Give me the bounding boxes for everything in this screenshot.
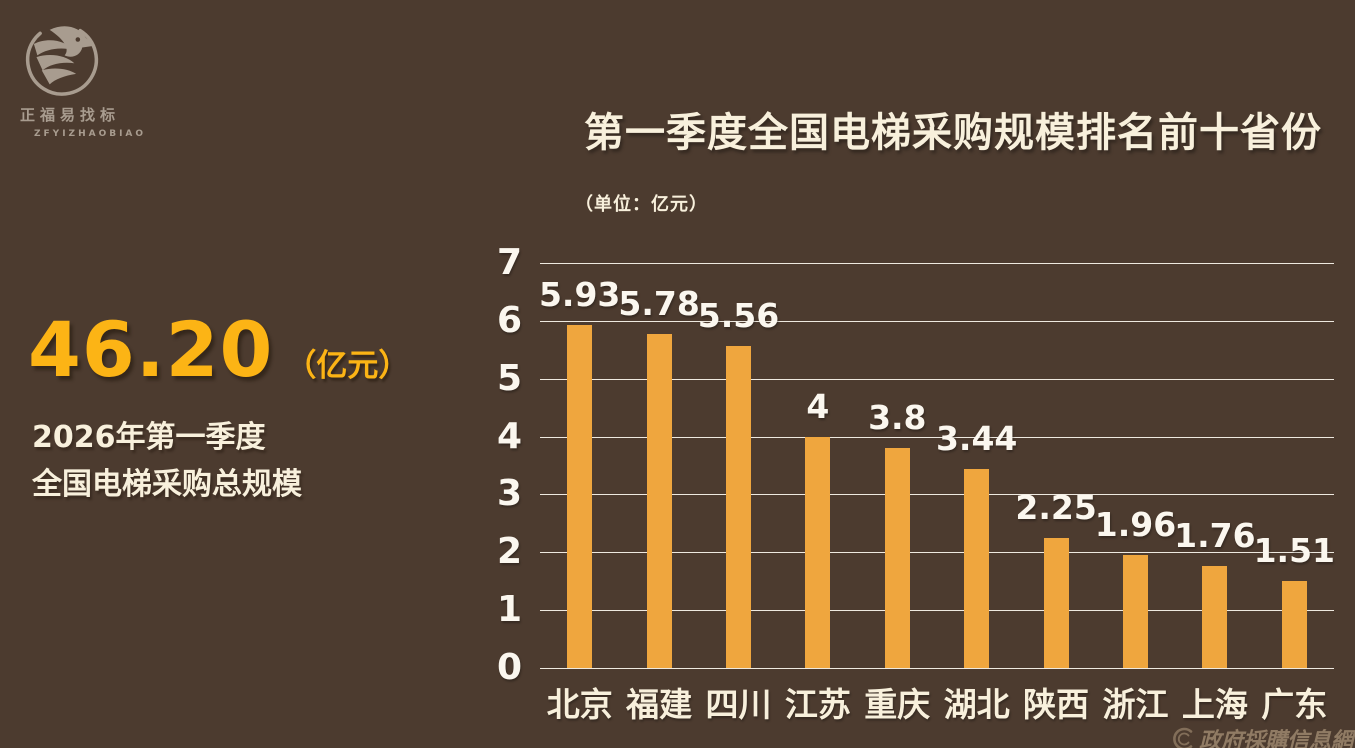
watermark: 政府採購信息網 [1172, 723, 1353, 748]
gridline [540, 378, 1334, 380]
x-axis-label: 浙江 [1102, 685, 1169, 724]
bar-value-label: 2.25 [1015, 487, 1097, 527]
page-title: 第一季度全国电梯采购规模排名前十省份 [584, 110, 1322, 156]
bar-北京 [567, 324, 593, 668]
x-axis-label: 北京 [546, 685, 613, 724]
total-value-unit: （亿元） [285, 348, 410, 384]
bar-value-label: 5.93 [538, 274, 621, 314]
bar-江苏 [805, 436, 831, 668]
bar-value-label: 4 [806, 386, 830, 426]
gridline [540, 610, 1334, 612]
phoenix-logo-icon [25, 23, 99, 96]
bar-value-label: 5.78 [618, 283, 700, 323]
x-axis-label: 四川 [705, 685, 772, 724]
bar-value-label: 1.96 [1094, 504, 1177, 544]
bar-value-label: 1.76 [1174, 516, 1256, 556]
summary-caption-line2: 全国电梯采购总规模 [32, 467, 302, 502]
x-axis-label: 陕西 [1023, 685, 1090, 724]
gridline [540, 552, 1334, 554]
y-axis-tick-label: 4 [496, 415, 522, 457]
bar-福建 [646, 333, 672, 668]
bar-湖北 [964, 468, 990, 668]
bar-value-label: 5.56 [697, 296, 780, 336]
x-axis-label: 上海 [1181, 685, 1248, 724]
x-axis-label: 重庆 [864, 685, 931, 724]
x-axis-label: 福建 [626, 685, 693, 724]
y-axis-tick-label: 1 [496, 589, 522, 631]
bar-value-label: 1.51 [1253, 530, 1335, 570]
gridline [540, 320, 1334, 322]
summary-caption: 2026年第一季度 全国电梯采购总规模 [32, 414, 409, 508]
bar-四川 [726, 346, 751, 668]
watermark-text: 政府採購信息網 [1198, 728, 1353, 748]
brand-logo: 正福易找标 ZFYIZHAOBIAO [14, 14, 144, 139]
x-axis-label: 江苏 [784, 685, 851, 724]
gridline [540, 436, 1334, 438]
y-axis-tick-label: 7 [496, 242, 522, 283]
x-axis-label: 广东 [1261, 685, 1328, 724]
chart-unit-note: （单位：亿元） [575, 194, 708, 215]
bar-陕西 [1043, 537, 1069, 668]
bar-浙江 [1123, 554, 1148, 668]
summary-caption-line1: 2026年第一季度 [32, 420, 266, 455]
y-axis-tick-label: 6 [496, 299, 522, 341]
total-value: 46.20 [28, 305, 274, 394]
bar-重庆 [884, 448, 910, 668]
summary-panel: 46.20 （亿元） 2026年第一季度 全国电梯采购总规模 [28, 312, 409, 508]
gridline [540, 494, 1334, 496]
crescent-icon [1173, 727, 1193, 748]
bar-value-label: 3.8 [868, 398, 927, 438]
bar-value-label: 3.44 [935, 418, 1018, 458]
gridline [540, 668, 1334, 669]
y-axis-tick-label: 0 [496, 647, 522, 688]
bar-上海 [1202, 566, 1228, 668]
y-axis-tick-label: 2 [496, 531, 522, 573]
gridline [540, 263, 1334, 264]
y-axis-tick-label: 3 [496, 473, 522, 515]
brand-name: 正福易找标 [20, 106, 121, 124]
x-axis-label: 湖北 [943, 685, 1010, 724]
brand-name-latin: ZFYIZHAOBIAO [34, 129, 147, 139]
y-axis-tick-label: 5 [496, 357, 522, 399]
bar-广东 [1281, 580, 1307, 668]
